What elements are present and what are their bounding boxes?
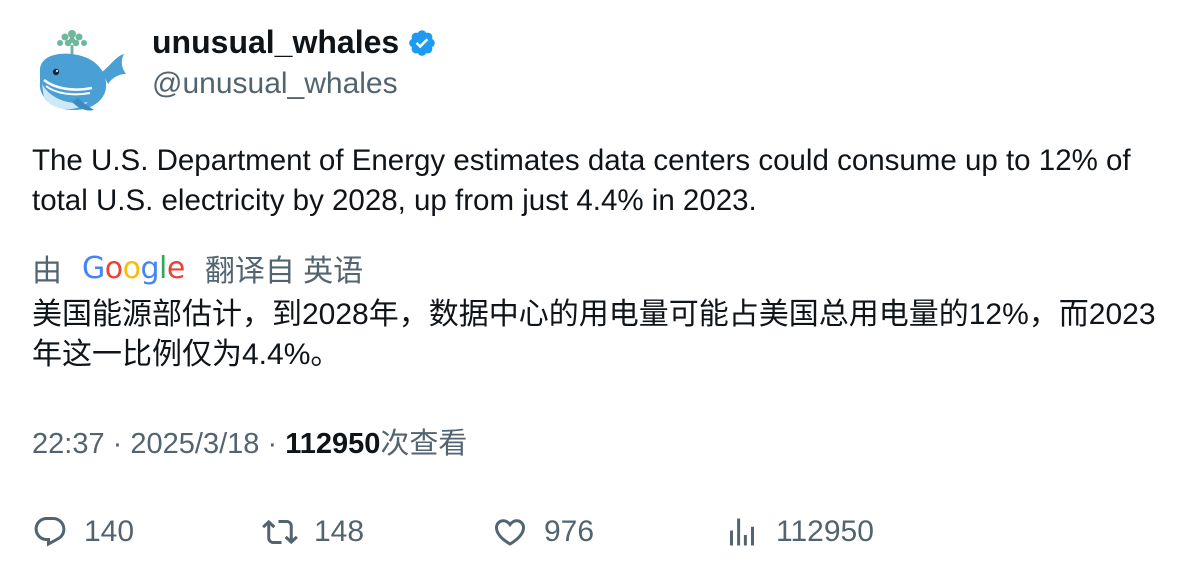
retweet-icon: [262, 519, 298, 545]
tweet-meta: 22:37 · 2025/3/18 · 112950次查看: [32, 424, 467, 464]
analytics-icon: [730, 518, 754, 546]
tweet-time[interactable]: 22:37: [32, 428, 105, 460]
verified-badge-icon: [409, 30, 435, 56]
handle[interactable]: @unusual_whales: [152, 67, 398, 100]
display-name[interactable]: unusual_whales: [152, 24, 400, 60]
views-button[interactable]: 112950: [724, 510, 874, 554]
retweet-button[interactable]: 148: [262, 510, 364, 554]
reply-count: 140: [84, 515, 135, 548]
whale-icon: [39, 30, 126, 111]
translation-suffix[interactable]: 翻译自 英语: [204, 255, 364, 288]
translation-prefix: 由: [32, 255, 62, 288]
tweet-text: The U.S. Department of Energy estimates …: [32, 144, 1131, 217]
like-count: 976: [544, 515, 595, 548]
retweet-count: 148: [314, 515, 365, 548]
views-action-count: 112950: [776, 515, 874, 548]
meta-separator: ·: [267, 428, 278, 460]
translated-text: 美国能源部估计，到2028年，数据中心的用电量可能占美国总用电量的12%，而20…: [32, 298, 1156, 371]
tweet-date[interactable]: 2025/3/18: [130, 428, 260, 460]
avatar[interactable]: [32, 26, 128, 116]
translation-attribution: 由 Google 翻译自 英语: [32, 246, 363, 290]
like-button[interactable]: 976: [492, 510, 594, 554]
views-count: 112950: [285, 428, 381, 460]
display-name-row: unusual_whales: [152, 20, 437, 64]
google-logo: Google: [82, 250, 185, 286]
tweet-header: unusual_whales @unusual_whales: [32, 20, 1132, 120]
reply-icon: [34, 517, 66, 547]
author-info: unusual_whales @unusual_whales: [152, 20, 437, 104]
meta-separator: ·: [112, 428, 123, 460]
heart-icon: [494, 519, 526, 546]
views-label: 次查看: [380, 428, 468, 460]
reply-button[interactable]: 140: [32, 510, 134, 554]
action-bar: 140 148 976 112950: [32, 510, 1162, 554]
